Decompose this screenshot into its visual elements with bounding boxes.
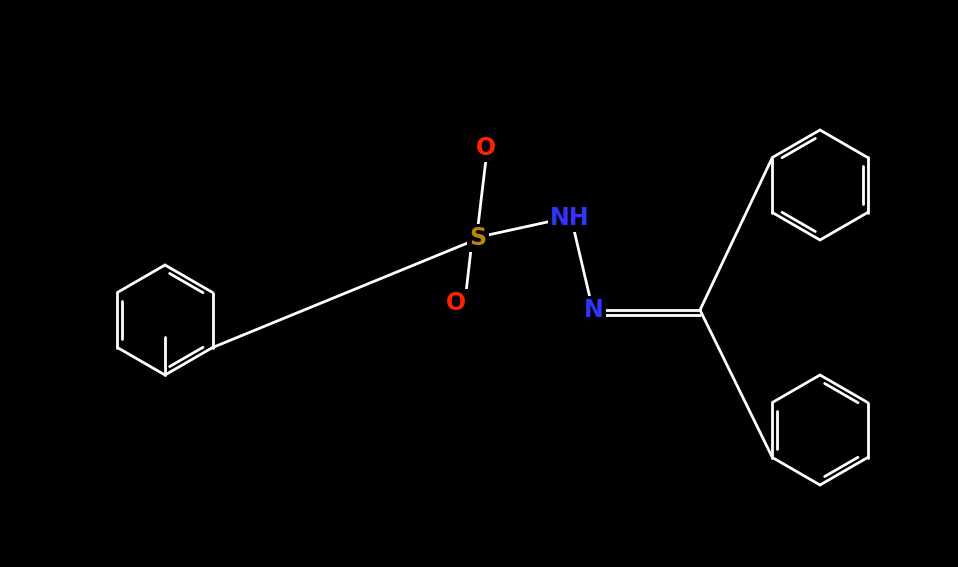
Text: S: S	[469, 226, 487, 250]
Text: N: N	[584, 298, 604, 322]
Text: O: O	[476, 136, 496, 160]
Text: NH: NH	[550, 206, 590, 230]
Text: O: O	[445, 291, 466, 315]
